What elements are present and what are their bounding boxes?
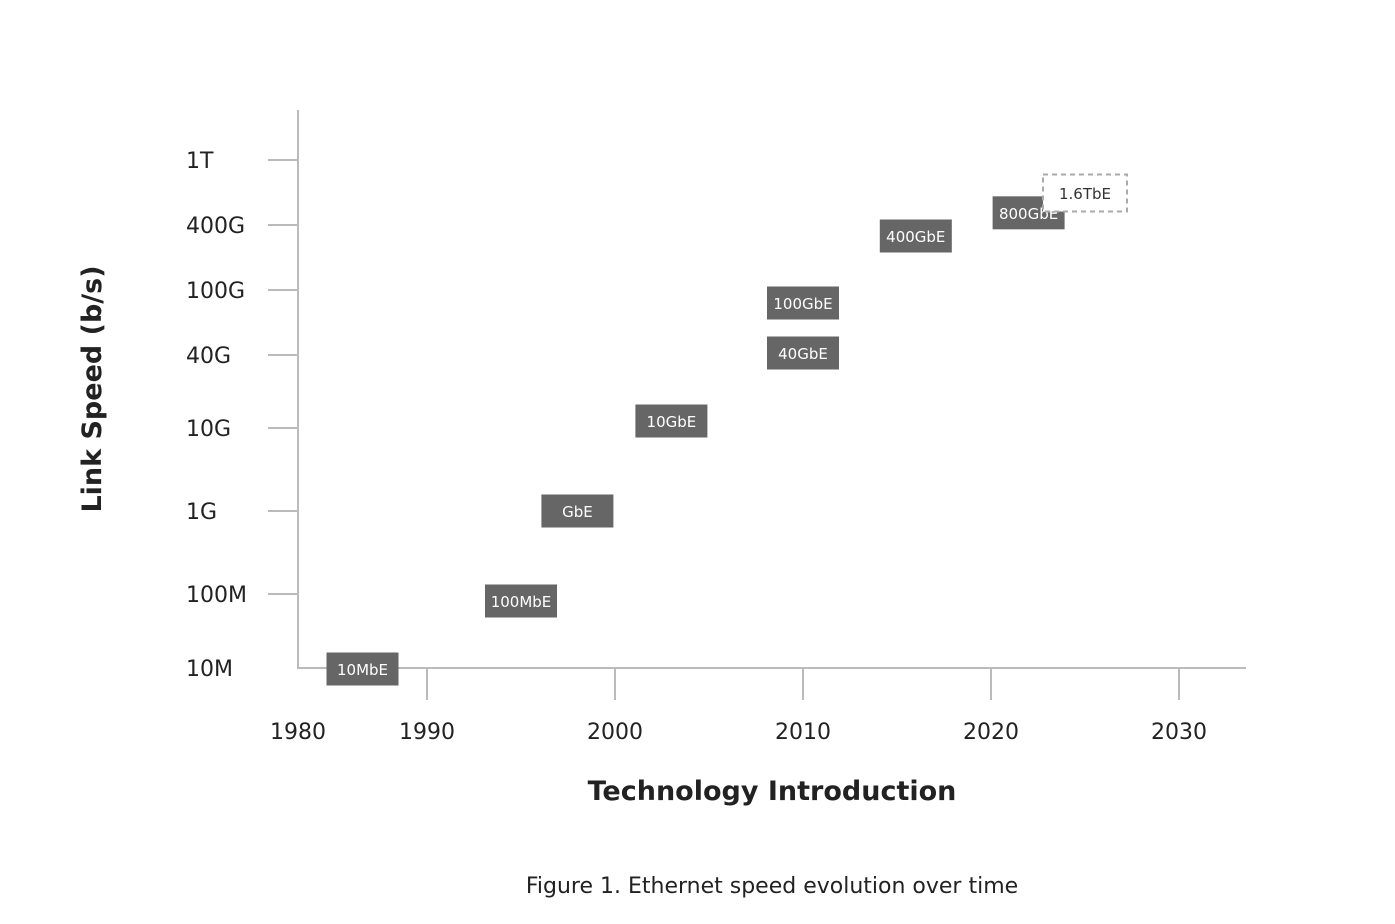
y-tick-label: 10M	[186, 657, 233, 682]
x-tick-label: 2010	[775, 720, 831, 745]
y-tick-label: 1T	[186, 149, 214, 174]
speed-box-40gbe: 40GbE	[767, 336, 839, 370]
box-rect	[767, 336, 839, 370]
box-rect	[1042, 173, 1128, 213]
box-label: 10GbE	[647, 413, 697, 431]
box-rect	[326, 652, 399, 686]
y-axis-title: Link Speed (b/s)	[77, 265, 108, 512]
speed-box-16tbe: 1.6TbE	[1042, 173, 1128, 213]
x-tick-label: 2030	[1151, 720, 1207, 745]
x-tick-label: 1990	[399, 720, 455, 745]
box-rect	[767, 286, 839, 320]
box-rect	[541, 494, 614, 528]
speed-box-gbe: GbE	[541, 494, 614, 528]
box-label: 400GbE	[886, 228, 945, 246]
y-tick-label: 40G	[186, 344, 231, 369]
x-tick-label: 1980	[270, 720, 326, 745]
figure-caption: Figure 1. Ethernet speed evolution over …	[526, 874, 1018, 899]
x-tick-label: 2000	[587, 720, 643, 745]
box-label: 100MbE	[491, 593, 552, 611]
y-tick-label: 100G	[186, 279, 245, 304]
speed-box-400gbe: 400GbE	[879, 219, 952, 253]
speed-box-100gbe: 100GbE	[767, 286, 839, 320]
speed-box-10mbe: 10MbE	[326, 652, 399, 686]
speed-box-10gbe: 10GbE	[635, 404, 708, 438]
x-axis-title: Technology Introduction	[588, 776, 957, 807]
box-rect	[879, 219, 952, 253]
y-tick-label: 400G	[186, 214, 245, 239]
y-tick-label: 1G	[186, 500, 217, 525]
x-tick-label: 2020	[963, 720, 1019, 745]
box-label: GbE	[562, 503, 593, 521]
box-label: 100GbE	[773, 295, 832, 313]
box-label: 40GbE	[778, 345, 828, 363]
y-tick-label: 10G	[186, 417, 231, 442]
box-rect	[485, 584, 557, 618]
speed-box-100mbe: 100MbE	[485, 584, 557, 618]
box-label: 10MbE	[337, 661, 388, 679]
box-rect	[635, 404, 708, 438]
y-tick-label: 100M	[186, 583, 247, 608]
box-label: 1.6TbE	[1059, 185, 1111, 203]
